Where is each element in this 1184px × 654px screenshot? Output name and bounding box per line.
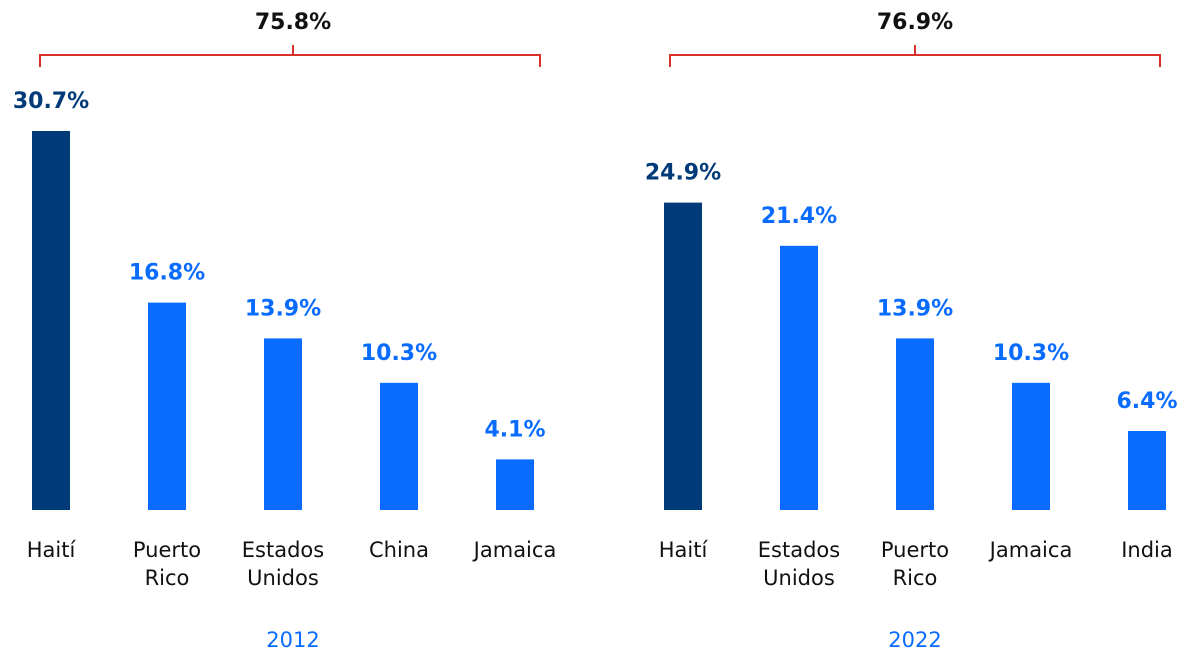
total-label: 76.9% (877, 10, 953, 35)
x-tick-label: Haití (26, 538, 76, 562)
bracket (39, 45, 541, 67)
x-tick-label: Haití (658, 538, 708, 562)
value-label: 13.9% (877, 296, 953, 321)
bar (380, 382, 418, 510)
bar (496, 459, 534, 510)
value-label: 21.4% (761, 204, 837, 229)
chart-title: 2022 (888, 628, 942, 652)
bar (664, 202, 702, 510)
value-label: 30.7% (13, 89, 89, 114)
value-label: 16.8% (129, 261, 205, 286)
x-tick-label: Puerto Rico (132, 538, 202, 590)
value-label: 4.1% (484, 417, 545, 442)
x-tick-label: Jamaica (473, 538, 557, 562)
bar (1128, 430, 1166, 510)
x-tick-label: Jamaica (989, 538, 1073, 562)
x-tick-label: Estados Unidos (757, 538, 841, 590)
x-tick-label: China (369, 538, 429, 562)
bracket (669, 45, 1161, 67)
total-label: 75.8% (255, 10, 331, 35)
x-tick-label: Puerto Rico (880, 538, 950, 590)
bar (896, 338, 934, 510)
value-label: 6.4% (1116, 389, 1177, 414)
value-label: 10.3% (993, 341, 1069, 366)
bar (780, 245, 818, 510)
chart-title: 2012 (266, 628, 320, 652)
bar (32, 131, 70, 510)
value-label: 24.9% (645, 161, 721, 186)
value-label: 13.9% (245, 296, 321, 321)
x-tick-label: India (1121, 538, 1173, 562)
value-label: 10.3% (361, 341, 437, 366)
bar (264, 338, 302, 510)
bar (148, 302, 186, 510)
x-tick-label: Estados Unidos (241, 538, 325, 590)
bar (1012, 382, 1050, 510)
